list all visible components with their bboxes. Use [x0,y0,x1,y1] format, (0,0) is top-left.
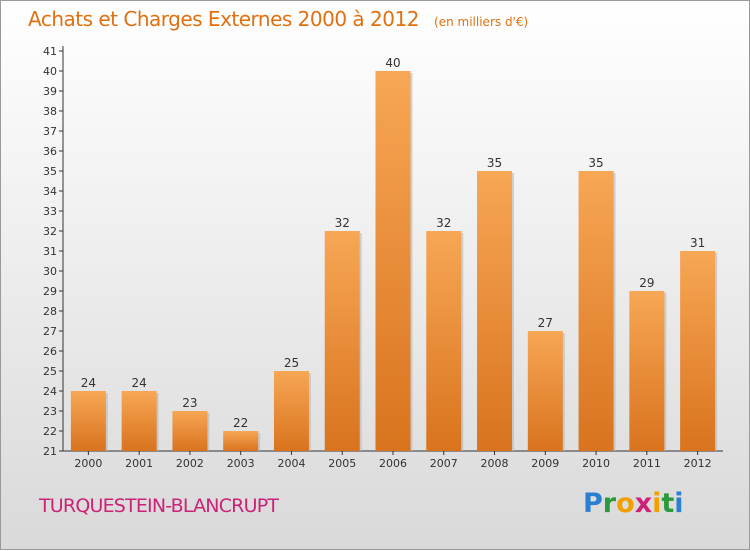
y-tick-label: 26 [43,345,57,358]
x-tick-label: 2006 [379,457,407,470]
title-row: Achats et Charges Externes 2000 à 2012 (… [28,7,528,31]
logo-letter: t [661,488,675,519]
data-label: 35 [487,156,502,170]
y-tick-label: 27 [43,325,57,338]
bar [527,331,563,451]
bar [324,231,360,451]
y-tick-label: 32 [43,225,57,238]
location-label: TURQUESTEIN-BLANCRUPT [39,495,279,517]
bar [375,71,411,451]
data-label: 32 [436,216,451,230]
y-tick-label: 23 [43,405,57,418]
y-tick-label: 21 [43,445,57,458]
y-tick-label: 35 [43,165,57,178]
logo-letter: i [674,488,684,519]
bar [426,231,462,451]
data-label: 24 [81,376,96,390]
y-tick-label: 34 [43,185,57,198]
logo-letter: x [634,488,653,519]
y-tick-label: 38 [43,105,57,118]
bar [477,171,513,451]
x-tick-label: 2005 [328,457,356,470]
y-tick-label: 41 [43,45,57,58]
data-label: 25 [284,356,299,370]
logo-letter: i [652,488,662,519]
logo-letter: o [616,488,635,519]
y-tick-label: 22 [43,425,57,438]
logo-letter: r [602,488,617,519]
data-label: 32 [335,216,350,230]
data-label: 29 [639,276,654,290]
chart-title: Achats et Charges Externes 2000 à 2012 [28,7,419,31]
bar [70,391,106,451]
data-label: 40 [385,56,400,70]
x-tick-label: 2004 [277,457,305,470]
bar [629,291,665,451]
x-tick-label: 2011 [633,457,661,470]
y-tick-label: 36 [43,145,57,158]
x-tick-label: 2009 [531,457,559,470]
y-tick-label: 31 [43,245,57,258]
data-label: 24 [132,376,147,390]
y-tick-label: 25 [43,365,57,378]
data-label: 27 [538,316,553,330]
x-tick-label: 2001 [125,457,153,470]
y-tick-label: 33 [43,205,57,218]
y-tick-label: 28 [43,305,57,318]
data-label: 23 [182,396,197,410]
y-tick-label: 37 [43,125,57,138]
data-label: 35 [588,156,603,170]
proxiti-logo: Proxiti [583,488,684,519]
x-tick-label: 2012 [684,457,712,470]
y-tick-label: 30 [43,265,57,278]
bar [273,371,309,451]
x-tick-label: 2002 [176,457,204,470]
x-tick-label: 2003 [227,457,255,470]
data-label: 31 [690,236,705,250]
chart-subtitle: (en milliers d'€) [434,15,529,29]
y-tick-label: 39 [43,85,57,98]
bar [172,411,208,451]
y-tick-label: 29 [43,285,57,298]
y-tick-label: 40 [43,65,57,78]
x-tick-label: 2000 [74,457,102,470]
bar [680,251,716,451]
data-label: 22 [233,416,248,430]
x-tick-label: 2008 [481,457,509,470]
y-tick-label: 24 [43,385,57,398]
bar [223,431,259,451]
bar [578,171,614,451]
logo-letter: P [583,488,603,519]
bar [121,391,157,451]
x-tick-label: 2010 [582,457,610,470]
x-tick-label: 2007 [430,457,458,470]
